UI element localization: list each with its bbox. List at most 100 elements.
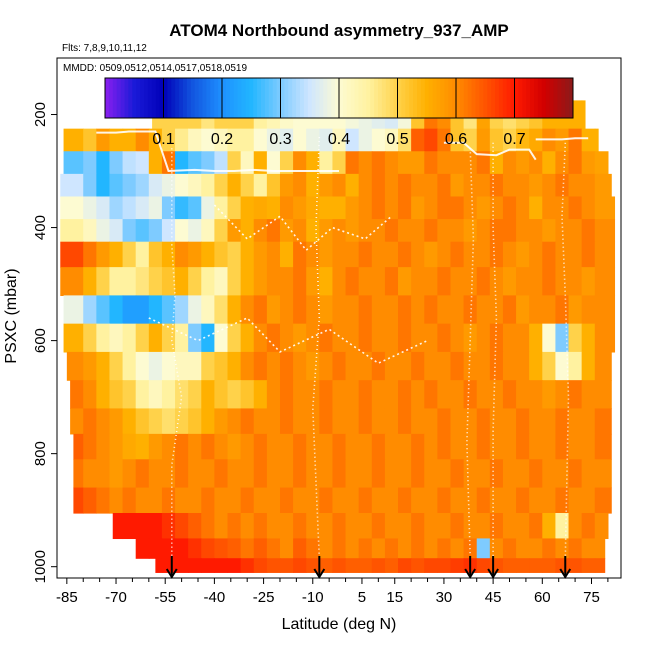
- heatmap-cell: [437, 323, 452, 353]
- colorbar-segment: [537, 78, 543, 118]
- flight-arrow-head: [464, 568, 477, 579]
- heatmap-cell: [489, 196, 504, 220]
- colorbar-segment: [218, 78, 223, 118]
- heatmap-cell: [463, 487, 478, 514]
- heatmap-cell: [332, 323, 347, 353]
- heatmap-cell: [384, 380, 399, 410]
- heatmap-cell: [109, 151, 124, 175]
- colorbar-segment: [366, 78, 371, 118]
- colorbar-segment: [261, 78, 266, 118]
- heatmap-cell: [214, 196, 229, 220]
- heatmap-cell: [516, 173, 530, 198]
- heatmap-cell: [489, 173, 504, 198]
- heatmap-cell: [135, 459, 150, 489]
- heatmap-cell: [253, 196, 268, 220]
- colorbar-segment: [327, 78, 332, 118]
- heatmap-cell: [253, 173, 268, 198]
- heatmap-cell: [581, 323, 596, 353]
- heatmap-cell: [581, 351, 596, 381]
- heatmap-cell: [568, 241, 583, 268]
- heatmap-cell: [371, 558, 386, 573]
- x-tick-label: 5: [358, 589, 366, 606]
- heatmap-cell: [214, 128, 229, 152]
- heatmap-cell: [529, 513, 543, 540]
- heatmap-cell: [476, 433, 491, 460]
- heatmap-cell: [319, 323, 334, 353]
- heatmap-cell: [542, 380, 557, 410]
- heatmap-cell: [371, 351, 386, 381]
- heatmap-cell: [476, 173, 491, 198]
- heatmap-cell: [542, 196, 557, 220]
- heatmap-cell: [489, 323, 504, 353]
- heatmap-cell: [581, 100, 586, 130]
- colorbar-segment: [495, 78, 500, 118]
- heatmap-cell: [253, 558, 268, 573]
- y-tick-label: 400: [32, 215, 49, 240]
- heatmap-cell: [542, 267, 557, 296]
- heatmap-cell: [319, 380, 334, 410]
- heatmap-cell: [345, 513, 360, 540]
- heatmap-cell: [175, 219, 189, 243]
- x-tick-label: -85: [56, 589, 78, 606]
- heatmap-cell: [529, 351, 543, 381]
- heatmap-cell: [175, 513, 189, 540]
- colorbar-segment: [553, 78, 558, 118]
- heatmap-cell: [319, 295, 334, 325]
- heatmap-cell: [109, 196, 124, 220]
- heatmap-cell: [502, 513, 517, 540]
- heatmap-cell: [398, 219, 412, 243]
- heatmap-cell: [112, 513, 124, 540]
- heatmap-cell: [266, 128, 281, 152]
- heatmap-cell: [529, 380, 543, 410]
- heatmap-cell: [279, 196, 294, 220]
- heatmap-cell: [502, 538, 517, 559]
- heatmap-cell: [148, 513, 163, 540]
- heatmap-cell: [83, 433, 97, 460]
- heatmap-cell: [227, 433, 242, 460]
- heatmap-cell: [332, 196, 347, 220]
- colorbar-segment: [491, 78, 496, 118]
- colorbar-segment: [175, 78, 180, 118]
- colorbar-segment: [116, 78, 122, 118]
- heatmap-cell: [214, 558, 229, 573]
- heatmap-cell: [240, 433, 255, 460]
- colorbar-segment: [194, 78, 200, 118]
- heatmap-cell: [214, 173, 229, 198]
- heatmap-cell: [306, 219, 320, 243]
- colorbar-segment: [557, 78, 562, 118]
- heatmap-cell: [201, 151, 215, 175]
- heatmap-cell: [73, 433, 84, 460]
- heatmap-cell: [135, 295, 150, 325]
- heatmap-cell: [581, 241, 596, 268]
- heatmap-cell: [437, 433, 452, 460]
- heatmap-cell: [476, 380, 491, 410]
- heatmap-cell: [83, 219, 97, 243]
- heatmap-cell: [384, 538, 399, 559]
- heatmap-cell: [306, 558, 320, 573]
- heatmap-cell: [96, 173, 111, 198]
- heatmap-cell: [306, 295, 320, 325]
- heatmap-cell: [227, 323, 242, 353]
- heatmap-cell: [437, 196, 452, 220]
- heatmap-cell: [227, 196, 242, 220]
- heatmap-cell: [489, 408, 504, 435]
- heatmap-cell: [463, 295, 478, 325]
- colorbar-segment: [378, 78, 383, 118]
- heatmap-cell: [345, 295, 360, 325]
- heatmap-cell: [240, 173, 255, 198]
- heatmap-cell: [161, 241, 176, 268]
- contour-line: [443, 141, 537, 161]
- heatmap-cell: [437, 267, 452, 296]
- colorbar-segment: [147, 78, 153, 118]
- colorbar-segment: [319, 78, 324, 118]
- heatmap-cell: [581, 196, 596, 220]
- heatmap-cell: [358, 408, 373, 435]
- heatmap-cell: [279, 408, 294, 435]
- heatmap-cell: [411, 241, 425, 268]
- heatmap-cell: [555, 267, 570, 296]
- heatmap-cell: [214, 267, 229, 296]
- heatmap-cell: [319, 173, 334, 198]
- heatmap-cell: [437, 128, 452, 152]
- dates-subtitle: MMDD: 0509,0512,0514,0517,0518,0519: [63, 63, 247, 74]
- heatmap-cell: [502, 433, 517, 460]
